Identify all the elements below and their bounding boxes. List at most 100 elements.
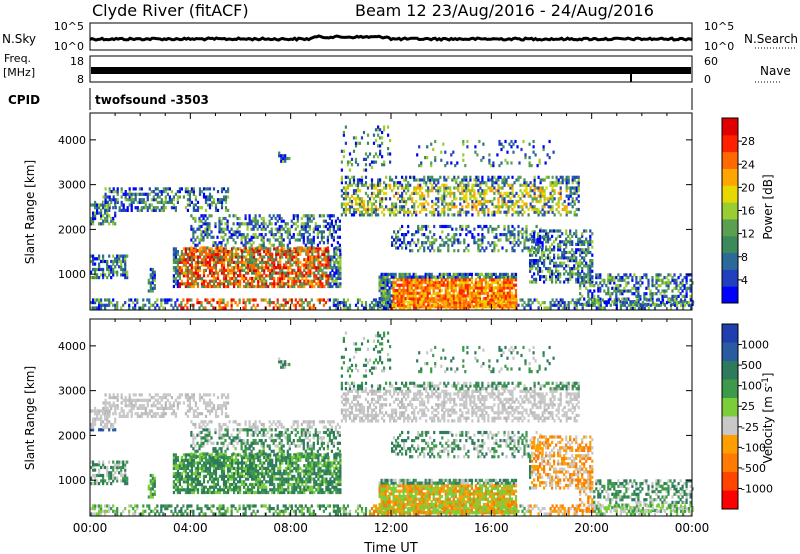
scatter-cell — [589, 261, 592, 265]
scatter-cell — [368, 213, 372, 217]
scatter-cell — [470, 275, 473, 279]
scatter-cell — [419, 246, 422, 250]
scatter-cell — [547, 240, 550, 244]
scatter-cell — [430, 297, 433, 301]
scatter-cell — [537, 232, 540, 236]
scatter-cell — [475, 178, 478, 182]
scatter-cell — [286, 233, 289, 237]
scatter-cell — [661, 289, 664, 293]
scatter-cell — [100, 306, 103, 310]
scatter-cell — [294, 214, 297, 218]
scatter-cell — [206, 282, 210, 286]
scatter-cell — [493, 306, 496, 310]
scatter-cell — [104, 211, 107, 215]
scatter-cell — [649, 292, 652, 296]
scatter-cell — [104, 192, 107, 196]
scatter-cell — [196, 235, 199, 239]
scatter-cell — [116, 192, 119, 196]
scatter-cell — [321, 271, 324, 275]
scatter-cell — [599, 286, 602, 290]
scatter-cell — [252, 235, 255, 239]
scatter-cell — [447, 175, 450, 179]
scatter-cell — [469, 191, 472, 195]
scatter-cell — [533, 298, 536, 302]
scatter-cell — [435, 183, 438, 187]
scatter-cell — [276, 301, 279, 305]
scatter-cell — [153, 278, 156, 282]
scatter-cell — [571, 191, 574, 195]
scatter-cell — [453, 301, 456, 305]
scatter-cell — [144, 206, 147, 210]
scatter-cell — [559, 256, 562, 260]
scatter-cell — [396, 294, 399, 298]
scatter-cell — [383, 207, 386, 212]
scatter-cell — [132, 198, 135, 202]
scatter-cell — [192, 255, 195, 259]
scatter-cell — [635, 298, 638, 302]
scatter-cell — [681, 284, 684, 288]
scatter-cell — [451, 205, 454, 209]
scatter-cell — [196, 260, 200, 264]
scatter-cell — [364, 191, 368, 195]
scatter-cell — [425, 306, 428, 310]
scatter-cell — [418, 294, 421, 298]
scatter-cell — [651, 281, 654, 285]
scatter-cell — [204, 250, 208, 254]
scatter-cell — [224, 255, 228, 259]
scatter-cell — [567, 240, 570, 244]
scatter-cell — [198, 260, 202, 264]
scatter-cell — [617, 278, 620, 282]
scatter-cell — [689, 289, 692, 293]
scatter-cell — [227, 208, 230, 212]
scatter-cell — [279, 258, 282, 262]
scatter-cell — [411, 197, 414, 201]
scatter-cell — [407, 181, 410, 185]
scatter-cell — [320, 230, 323, 234]
scatter-cell — [144, 203, 147, 207]
scatter-cell — [569, 259, 572, 263]
scatter-cell — [633, 284, 636, 288]
scatter-cell — [446, 294, 449, 298]
scatter-cell — [531, 301, 534, 305]
scatter-cell — [537, 234, 540, 238]
scatter-cell — [533, 259, 536, 263]
scatter-cell — [456, 272, 459, 276]
scatter-cell — [495, 227, 498, 231]
scatter-cell — [316, 235, 319, 239]
scatter-cell — [565, 256, 568, 260]
scatter-cell — [513, 249, 516, 253]
scatter-cell — [412, 272, 415, 276]
scatter-cell — [233, 255, 236, 259]
scatter-cell — [433, 181, 436, 185]
scatter-cell — [471, 186, 474, 190]
scatter-cell — [643, 306, 646, 310]
scatter-cell — [186, 255, 189, 259]
scatter-cell — [468, 291, 471, 295]
scatter-cell — [515, 178, 518, 182]
scatter-cell — [539, 256, 542, 260]
scatter-cell — [557, 253, 560, 257]
scatter-cell — [533, 230, 536, 234]
scatter-cell — [456, 275, 459, 279]
scatter-cell — [557, 205, 560, 209]
scatter-cell — [174, 247, 177, 251]
scatter-cell — [208, 206, 212, 210]
scatter-cell — [116, 301, 119, 305]
scatter-cell — [346, 306, 350, 310]
scatter-cell — [275, 282, 278, 286]
scatter-cell — [583, 297, 586, 301]
scatter-cell — [235, 255, 238, 259]
scatter-cell — [539, 199, 542, 204]
scatter-cell — [436, 278, 439, 282]
scatter-cell — [114, 211, 117, 215]
scatter-cell — [263, 268, 266, 272]
scatter-cell — [384, 280, 387, 285]
scatter-cell — [299, 266, 302, 270]
scatter-cell — [90, 216, 93, 221]
scatter-cell — [417, 230, 420, 234]
scatter-cell — [128, 195, 131, 199]
scatter-cell — [483, 224, 486, 229]
scatter-cell — [507, 183, 510, 187]
scatter-cell — [511, 241, 514, 245]
scatter-cell — [269, 247, 272, 251]
